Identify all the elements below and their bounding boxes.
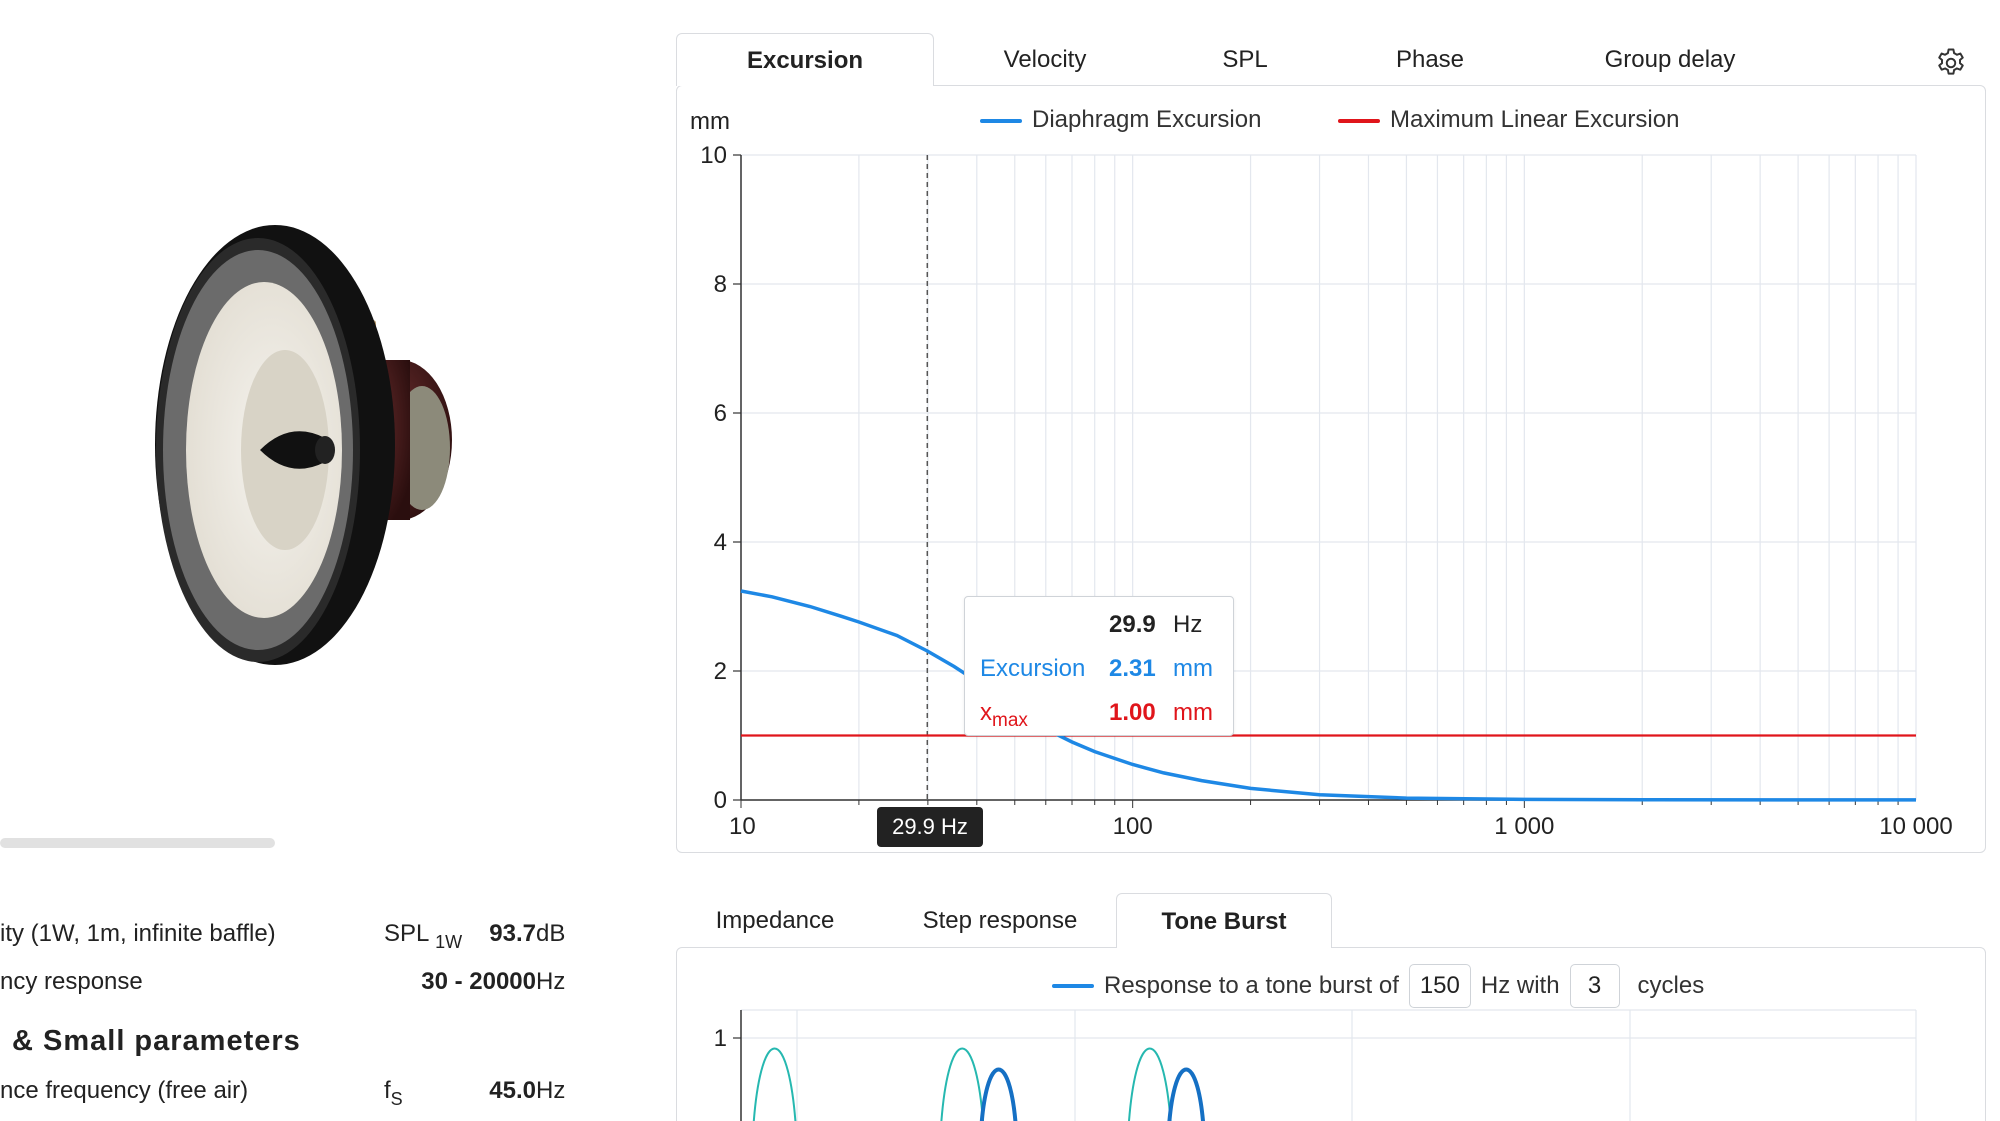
loudspeaker-driver-image — [155, 225, 452, 665]
tooltip-excursion-value: 2.31 — [1109, 655, 1156, 682]
tooltip-xmax-row: xmax 1.00 mm — [965, 699, 1233, 735]
legend-label: Maximum Linear Excursion — [1390, 106, 1680, 133]
legend-max-linear-excursion[interactable]: Maximum Linear Excursion — [1338, 106, 1679, 134]
tone-burst-suffix: cycles — [1637, 972, 1705, 999]
legend-diaphragm-excursion[interactable]: Diaphragm Excursion — [980, 106, 1261, 134]
cursor-frequency-label: 29.9 Hz — [877, 807, 983, 847]
tab-step-response[interactable]: Step response — [922, 907, 1078, 934]
image-carousel-scrollbar[interactable] — [0, 838, 275, 848]
tone-burst-frequency-input[interactable] — [1408, 964, 1471, 1008]
tone-burst-chart-panel — [676, 947, 1986, 1121]
tooltip-frequency-row: 29.9 Hz — [965, 611, 1233, 647]
tooltip-xmax-label: xmax — [980, 699, 1028, 731]
tab-tone-burst[interactable]: Tone Burst — [1116, 893, 1332, 948]
tooltip-xmax-unit: mm — [1173, 699, 1213, 726]
tone-burst-prefix: Response to a tone burst of — [1104, 972, 1399, 999]
tab-impedance[interactable]: Impedance — [715, 907, 835, 934]
product-image — [100, 210, 480, 710]
spec-row-sensitivity: ity (1W, 1m, infinite baffle) SPL 1W 93.… — [0, 914, 580, 954]
tab-group-delay[interactable]: Group delay — [1604, 46, 1736, 73]
spec-row-resonance-frequency: nce frequency (free air) fS 45.0 Hz — [0, 1071, 580, 1111]
section-heading: & Small parameters — [12, 1025, 301, 1057]
tooltip-excursion-label: Excursion — [980, 655, 1086, 682]
spec-value: 45.0 — [489, 1077, 536, 1104]
spec-unit: Hz — [536, 1077, 566, 1104]
tooltip-excursion-unit: mm — [1173, 655, 1213, 682]
chart-tooltip: 29.9 Hz Excursion 2.31 mm xmax 1.00 mm — [964, 596, 1234, 736]
tooltip-xmax-value: 1.00 — [1109, 699, 1156, 726]
spec-label: ncy response — [0, 968, 143, 995]
tone-burst-legend: Response to a tone burst of Hz with cycl… — [1052, 964, 1704, 1008]
spec-row-frequency-response: ncy response 30 - 20000 Hz — [0, 962, 580, 1002]
legend-swatch-blue — [980, 118, 1022, 123]
legend-label: Diaphragm Excursion — [1032, 106, 1262, 133]
tab-phase[interactable]: Phase — [1395, 46, 1465, 73]
spec-unit: Hz — [536, 968, 566, 995]
spec-value: 93.7 — [489, 920, 536, 947]
legend-swatch-red — [1338, 118, 1380, 123]
spec-value: 30 - 20000 — [421, 968, 536, 995]
spec-label: ity (1W, 1m, infinite baffle) — [0, 920, 276, 947]
tab-excursion[interactable]: Excursion — [676, 33, 934, 86]
tooltip-frequency-value: 29.9 — [1109, 611, 1156, 638]
spec-unit: dB — [536, 920, 566, 947]
settings-button[interactable] — [1934, 46, 1968, 80]
legend-swatch-blue — [1052, 984, 1094, 988]
tooltip-frequency-unit: Hz — [1173, 611, 1203, 638]
spec-symbol: fS — [384, 1077, 403, 1109]
tone-burst-cycles-input[interactable] — [1569, 964, 1620, 1008]
tone-burst-middle: Hz with — [1480, 972, 1560, 999]
tab-spl[interactable]: SPL — [1222, 46, 1268, 73]
excursion-chart-panel — [676, 85, 1986, 853]
gear-icon — [1938, 48, 1964, 75]
spec-symbol: SPL 1W — [384, 920, 463, 952]
tab-velocity[interactable]: Velocity — [1003, 46, 1087, 73]
tooltip-excursion-row: Excursion 2.31 mm — [965, 655, 1233, 691]
spec-label: nce frequency (free air) — [0, 1077, 249, 1104]
